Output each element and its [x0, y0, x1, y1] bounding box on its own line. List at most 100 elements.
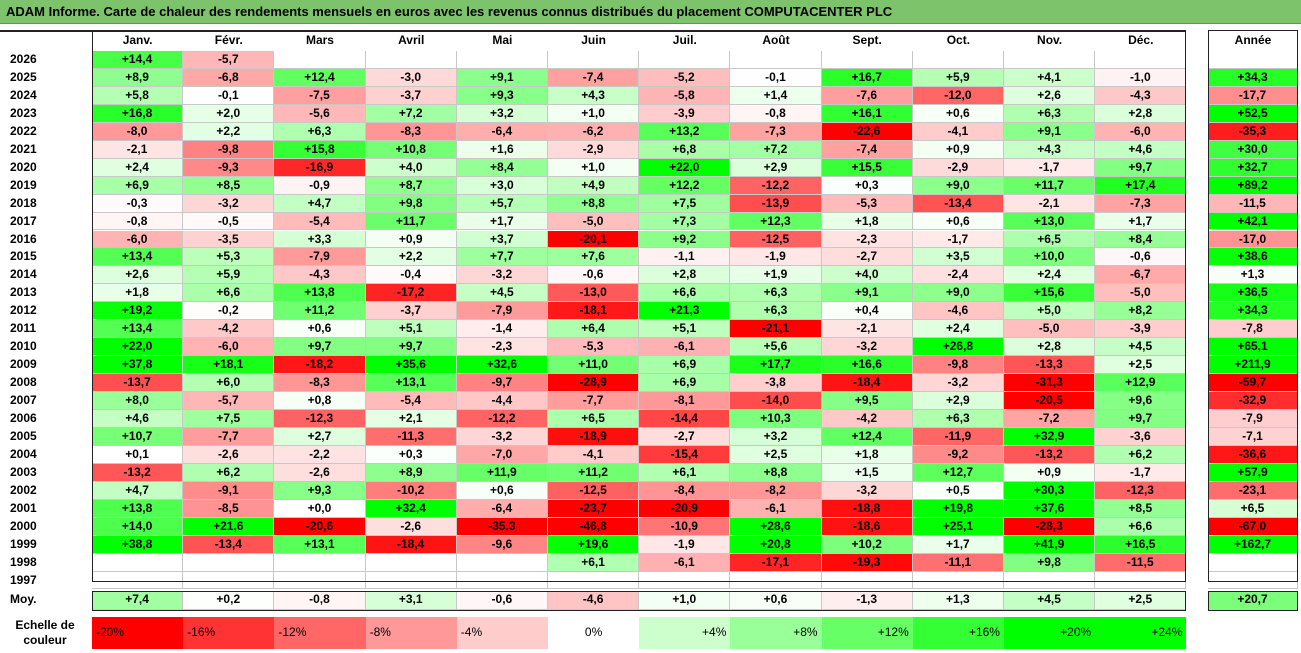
- heatmap-cell: +32,6: [456, 356, 548, 375]
- heatmap-cell: +6,3: [730, 284, 822, 303]
- heatmap-cell: -9,7: [456, 374, 548, 393]
- average-cell: +1,0: [639, 591, 731, 610]
- row-year-label: 2007: [0, 392, 90, 410]
- heatmap-cell: -1,9: [639, 535, 731, 554]
- heatmap-cell: +2,9: [912, 392, 1004, 410]
- heatmap-cell: +12,3: [730, 212, 822, 231]
- heatmap-cell: +6,4: [548, 320, 640, 339]
- heatmap-cell: +1,5: [821, 463, 913, 482]
- annual-cell: -17,7: [1208, 86, 1298, 105]
- heatmap-cell: +8,9: [92, 68, 184, 87]
- heatmap-cell: -2,9: [548, 140, 640, 159]
- heatmap-cell: [456, 553, 548, 572]
- heatmap-cell: +4,6: [1095, 140, 1187, 159]
- heatmap-cell: +9,2: [639, 230, 731, 249]
- heatmap-cell: +0,8: [274, 392, 366, 410]
- heatmap-cell: +5,6: [730, 338, 822, 357]
- heatmap-cell: -8,3: [365, 122, 457, 141]
- heatmap-cell: +25,1: [912, 517, 1004, 536]
- heatmap-cell: +9,3: [274, 481, 366, 500]
- heatmap-cell: +5,7: [456, 194, 548, 213]
- heatmap-cell: +6,5: [548, 410, 640, 428]
- heatmap-cell: +4,0: [821, 266, 913, 285]
- average-cell: -1,3: [821, 591, 913, 610]
- average-cell: +1,3: [912, 591, 1004, 610]
- heatmap-cell: +1,7: [456, 212, 548, 231]
- heatmap-cell: -18,4: [365, 535, 457, 554]
- heatmap-cell: -0,5: [183, 212, 275, 231]
- heatmap-cell: +13,1: [274, 535, 366, 554]
- annual-cell: -17,0: [1208, 230, 1298, 249]
- annual-cell: -23,1: [1208, 481, 1298, 500]
- heatmap-cell: [365, 571, 457, 590]
- heatmap-cell: -18,1: [548, 302, 640, 321]
- row-year-label: 2008: [0, 374, 90, 393]
- annual-cell: +6,5: [1208, 499, 1298, 518]
- average-cell: +2,5: [1095, 591, 1187, 610]
- color-scale-step: -4%: [456, 617, 548, 649]
- annual-cell: +30,0: [1208, 140, 1298, 159]
- row-year-label: 2018: [0, 194, 90, 213]
- heatmap-cell: +26,8: [912, 338, 1004, 357]
- heatmap-cell: +4,3: [1004, 140, 1096, 159]
- heatmap-cell: -5,0: [1004, 320, 1096, 339]
- heatmap-cell: +9,8: [1004, 553, 1096, 572]
- heatmap-cell: -1,7: [912, 230, 1004, 249]
- heatmap-cell: +5,9: [183, 266, 275, 285]
- heatmap-cell: +6,0: [183, 374, 275, 393]
- heatmap-cell: +6,8: [639, 140, 731, 159]
- heatmap-cell: [1004, 571, 1096, 590]
- heatmap-cell: [821, 571, 913, 590]
- annual-cell: +34,3: [1208, 68, 1298, 87]
- heatmap-cell: -9,8: [183, 140, 275, 159]
- heatmap-cell: +13,1: [365, 374, 457, 393]
- heatmap-cell: -0,4: [365, 266, 457, 285]
- heatmap-cell: +9,0: [912, 284, 1004, 303]
- heatmap-cell: +11,2: [548, 463, 640, 482]
- annual-cell: -59,7: [1208, 374, 1298, 393]
- heatmap-cell: +18,1: [183, 356, 275, 375]
- heatmap-cell: [548, 51, 640, 69]
- heatmap-cell: [730, 51, 822, 69]
- heatmap-cell: +2,2: [365, 248, 457, 267]
- row-year-label: 2021: [0, 140, 90, 159]
- heatmap-cell: +0,3: [821, 176, 913, 195]
- heatmap-cell: -3,2: [456, 266, 548, 285]
- row-year-label: 2013: [0, 284, 90, 303]
- heatmap-cell: [92, 571, 184, 590]
- heatmap-cell: -3,9: [639, 104, 731, 123]
- chart-title: ADAM Informe. Carte de chaleur des rende…: [0, 0, 1301, 24]
- heatmap-cell: -6,8: [183, 68, 275, 87]
- row-year-label: 1999: [0, 535, 90, 554]
- heatmap-cell: -4,1: [548, 445, 640, 464]
- heatmap-cell: -5,3: [548, 338, 640, 357]
- heatmap-cell: +0,5: [912, 481, 1004, 500]
- heatmap-cell: +5,3: [183, 248, 275, 267]
- heatmap-cell: -20,9: [639, 499, 731, 518]
- heatmap-cell: +6,2: [1095, 445, 1187, 464]
- heatmap-cell: +2,8: [1095, 104, 1187, 123]
- row-year-label: 2005: [0, 427, 90, 446]
- heatmap-cell: -4,4: [456, 392, 548, 410]
- heatmap-cell: +16,6: [821, 356, 913, 375]
- heatmap-cell: +16,8: [92, 104, 184, 123]
- heatmap-cell: +8,5: [183, 176, 275, 195]
- heatmap-cell: [1095, 51, 1187, 69]
- heatmap-cell: -2,7: [821, 248, 913, 267]
- heatmap-cell: +1,8: [821, 212, 913, 231]
- heatmap-cell: -9,1: [183, 481, 275, 500]
- heatmap-cell: -3,0: [365, 68, 457, 87]
- heatmap-cell: +28,6: [730, 517, 822, 536]
- heatmap-cell: -13,2: [1004, 445, 1096, 464]
- heatmap-cell: -8,5: [183, 499, 275, 518]
- heatmap-cell: [730, 571, 822, 590]
- row-year-label: 2022: [0, 122, 90, 141]
- heatmap-cell: +11,0: [548, 356, 640, 375]
- average-cell: +7,4: [92, 591, 184, 610]
- heatmap-cell: -0,6: [548, 266, 640, 285]
- heatmap-cell: -10,9: [639, 517, 731, 536]
- heatmap-cell: +9,1: [1004, 122, 1096, 141]
- heatmap-cell: -7,4: [548, 68, 640, 87]
- heatmap-cell: -3,8: [730, 374, 822, 393]
- heatmap-cell: +16,1: [821, 104, 913, 123]
